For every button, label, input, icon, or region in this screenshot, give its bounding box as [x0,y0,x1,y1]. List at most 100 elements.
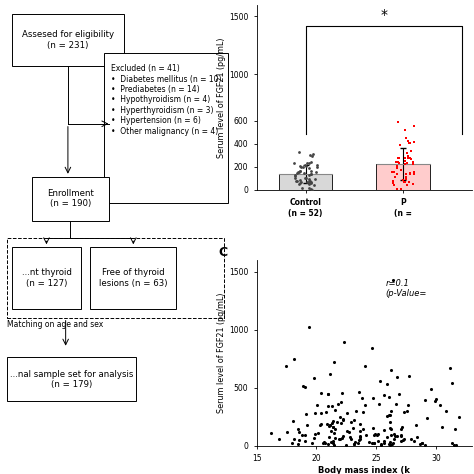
Point [356,432,364,440]
FancyBboxPatch shape [7,238,224,318]
Point [418,439,425,447]
Point [405,178,413,186]
Point [380,426,388,434]
Point [391,182,398,189]
Point [412,422,420,429]
Point [416,440,424,448]
Point [388,168,395,175]
Point [393,162,401,169]
Bar [279,174,332,190]
Point [406,155,414,162]
Point [303,421,311,428]
Point [345,428,353,436]
Point [293,169,301,177]
Point [313,401,320,409]
Point [359,425,367,433]
Point [301,174,309,182]
Text: *: * [380,8,387,22]
Point [371,431,378,439]
Point [396,141,404,149]
Point [301,437,309,445]
Point [295,148,303,155]
Bar [376,164,430,190]
Point [377,440,385,448]
Point [313,163,320,170]
Point [336,435,343,443]
Point [390,435,398,443]
Point [401,161,409,168]
FancyBboxPatch shape [11,247,82,309]
Point [329,439,337,447]
Point [406,139,414,146]
Point [308,170,315,177]
Point [296,179,304,187]
Point [352,407,359,415]
Point [403,181,410,189]
Point [331,406,339,414]
Point [292,172,299,179]
Point [400,178,408,186]
Point [393,170,401,177]
Point [398,166,405,173]
Point [392,173,399,180]
Text: Assesed for eligibility
(n = 231): Assesed for eligibility (n = 231) [22,30,114,50]
Point [355,436,363,444]
Point [313,161,320,168]
Point [347,435,355,442]
Point [410,138,418,146]
Point [275,435,283,443]
Point [294,440,302,448]
Point [393,433,401,440]
Text: r=0.1
(p-Value=: r=0.1 (p-Value= [386,279,427,298]
Point [437,401,444,409]
Point [330,441,337,448]
Y-axis label: Serum level of FGF21 (pg/mL): Serum level of FGF21 (pg/mL) [217,37,226,157]
Point [310,181,318,189]
FancyBboxPatch shape [7,357,136,401]
Point [401,178,409,185]
Point [339,415,347,423]
Point [395,154,403,161]
Point [293,177,301,185]
Point [410,161,417,168]
Point [310,374,318,382]
Point [410,122,418,130]
Point [294,426,301,433]
Point [310,434,318,442]
Point [404,153,411,160]
Point [303,159,311,167]
Point [401,155,409,162]
Point [393,185,401,193]
Point [312,168,320,176]
Point [299,163,307,171]
Point [326,370,334,377]
Point [296,168,303,175]
Point [403,149,411,157]
Point [403,160,410,167]
Point [451,441,458,448]
Point [324,402,331,410]
Point [305,184,313,191]
Point [380,439,388,447]
Point [383,412,391,420]
Point [404,137,412,145]
Point [325,423,333,430]
Point [394,154,402,162]
Point [328,402,336,410]
Point [350,440,358,448]
Point [400,436,408,443]
Point [288,439,296,447]
Point [296,428,303,436]
Point [407,147,414,155]
Point [291,355,298,363]
Point [331,434,339,441]
Point [395,390,402,398]
Point [438,423,446,430]
Point [305,175,313,182]
Point [322,409,330,416]
Point [318,390,325,397]
Point [323,420,331,428]
Point [407,155,414,163]
Point [282,362,290,369]
Point [318,410,325,417]
